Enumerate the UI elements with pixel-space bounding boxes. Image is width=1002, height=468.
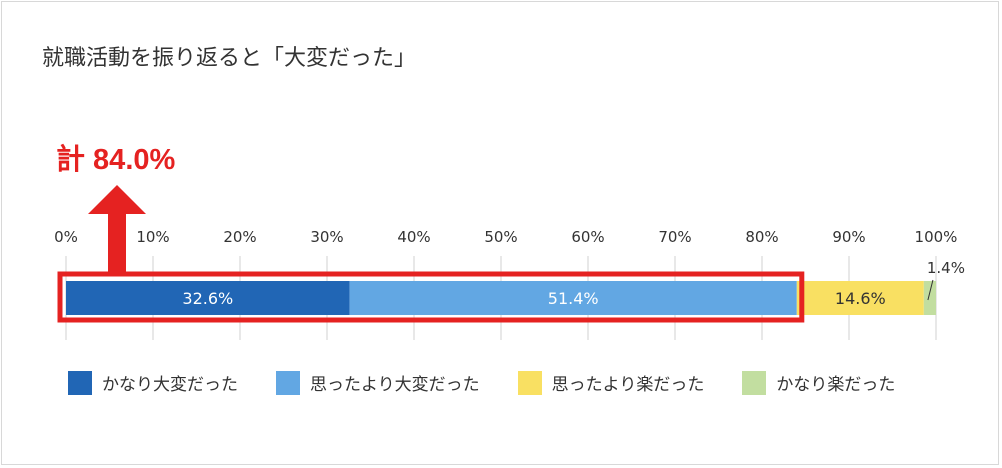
legend-swatch <box>68 370 92 395</box>
legend-swatch <box>742 370 767 395</box>
legend-item: かなり大変だった <box>68 370 238 395</box>
tick-label: 70% <box>658 228 691 246</box>
tick-label: 100% <box>915 228 958 246</box>
data-label: 51.4% <box>548 289 599 308</box>
leader-line <box>927 279 934 301</box>
bar-segment <box>796 281 924 315</box>
tick-label: 0% <box>54 228 78 246</box>
arrow-shaft <box>108 210 126 274</box>
total-annotation: 計 84.0% <box>56 144 176 176</box>
tick-label: 30% <box>310 228 343 246</box>
data-label: 32.6% <box>182 289 233 308</box>
tick-label: 90% <box>832 228 865 246</box>
tick-label: 20% <box>223 228 256 246</box>
highlight-box <box>57 271 805 323</box>
legend-label: かなり大変だった <box>102 375 238 395</box>
legend-item: 思ったより楽だった <box>517 370 705 395</box>
legend-label: かなり楽だった <box>776 375 896 395</box>
bar-segment <box>923 281 936 315</box>
legend-label: 思ったより楽だった <box>551 375 705 395</box>
bar-segment <box>349 281 797 315</box>
legend: かなり大変だった 思ったより大変だった 思ったより楽だった かなり楽だった <box>68 370 933 395</box>
legend-label: 思ったより大変だった <box>310 375 480 395</box>
tick-label: 50% <box>484 228 517 246</box>
tick-label: 10% <box>136 228 169 246</box>
legend-item: 思ったより大変だった <box>276 370 480 395</box>
tick-label: 40% <box>397 228 430 246</box>
legend-item: かなり楽だった <box>742 370 895 395</box>
data-label: 1.4% <box>927 259 965 277</box>
bar-segment <box>66 281 350 315</box>
legend-swatch <box>276 370 300 395</box>
tick-label: 60% <box>571 228 604 246</box>
data-label: 14.6% <box>835 289 886 308</box>
arrow-up-icon <box>88 185 146 214</box>
legend-swatch <box>517 370 542 395</box>
tick-label: 80% <box>745 228 778 246</box>
chart-title: 就職活動を振り返ると「大変だった」 <box>42 46 417 71</box>
